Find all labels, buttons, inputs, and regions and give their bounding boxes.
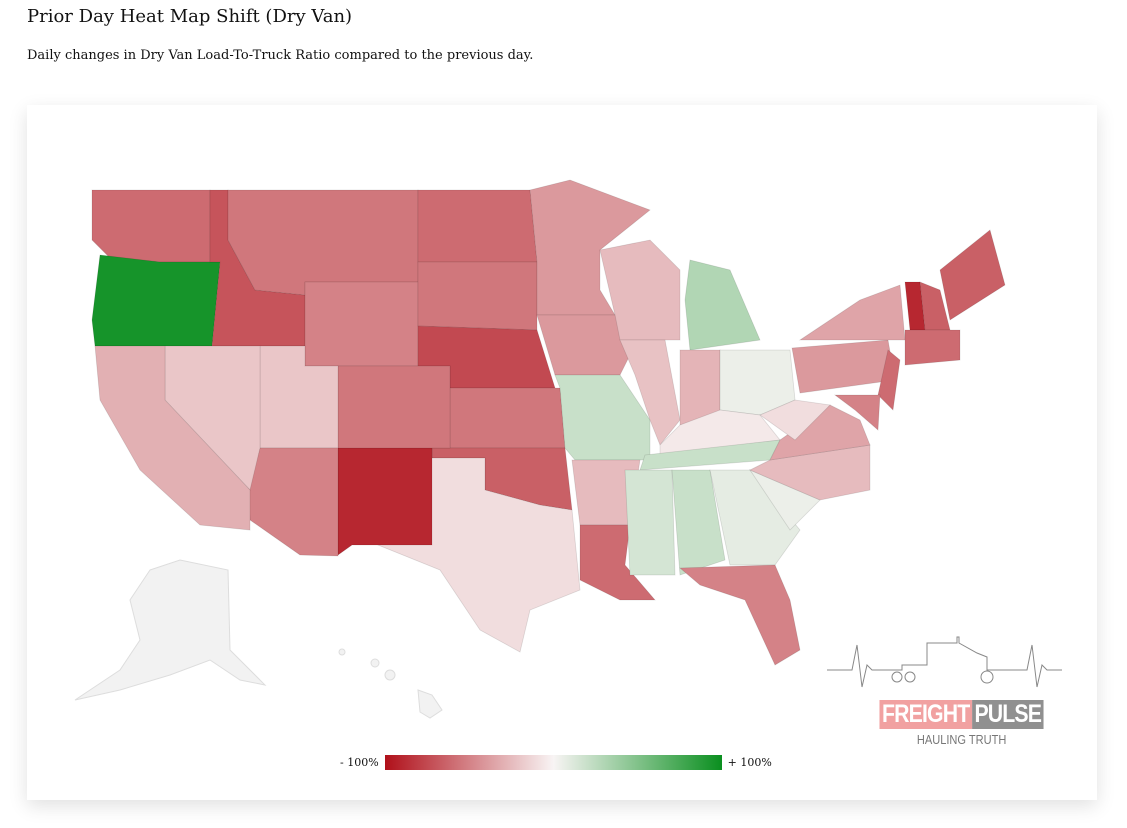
state-al[interactable] [671, 469, 726, 576]
alaska [74, 559, 267, 701]
state-az[interactable] [247, 447, 339, 557]
state-md[interactable] [833, 394, 881, 431]
state-me[interactable] [939, 229, 1006, 321]
state-ga[interactable] [709, 469, 801, 566]
state-mi[interactable] [684, 259, 761, 351]
color-legend: - 100% + 100% [340, 755, 772, 770]
state-mo[interactable] [554, 374, 651, 461]
state-wy[interactable] [304, 281, 419, 367]
state-ca[interactable] [94, 345, 251, 531]
logo-word-pulse: PULSE [971, 700, 1044, 729]
hawaii [338, 648, 443, 719]
state-ma[interactable] [904, 329, 961, 366]
legend-min-label: - 100% [340, 756, 379, 769]
state-wi[interactable] [599, 239, 681, 341]
state-nm[interactable] [337, 447, 433, 556]
page-subtitle: Daily changes in Dry Van Load-To-Truck R… [27, 48, 534, 63]
state-ms[interactable] [624, 469, 676, 576]
state-nd[interactable] [417, 189, 538, 263]
legend-gradient-bar [384, 755, 722, 770]
state-pa[interactable] [791, 339, 896, 394]
state-mt[interactable] [227, 189, 419, 296]
logo-word-freight: FREIGHT [879, 700, 972, 729]
state-wv[interactable] [759, 399, 831, 441]
state-ks[interactable] [449, 387, 566, 449]
state-mn[interactable] [529, 179, 651, 316]
state-sd[interactable] [417, 261, 538, 331]
state-ia[interactable] [536, 314, 636, 376]
state-wa[interactable] [91, 189, 211, 263]
state-fl[interactable] [678, 564, 801, 666]
freight-pulse-logo: FREIGHT PULSE HAULING TRUTH [826, 636, 1062, 747]
legend-max-label: + 100% [727, 756, 772, 769]
state-co[interactable] [337, 365, 451, 449]
page-title: Prior Day Heat Map Shift (Dry Van) [27, 6, 353, 27]
logo-tagline: HAULING TRUTH [916, 732, 1007, 747]
state-ny[interactable] [798, 284, 906, 341]
state-nj[interactable] [877, 349, 901, 411]
truck-heartbeat-icon [826, 636, 1062, 688]
state-or[interactable] [91, 254, 221, 347]
